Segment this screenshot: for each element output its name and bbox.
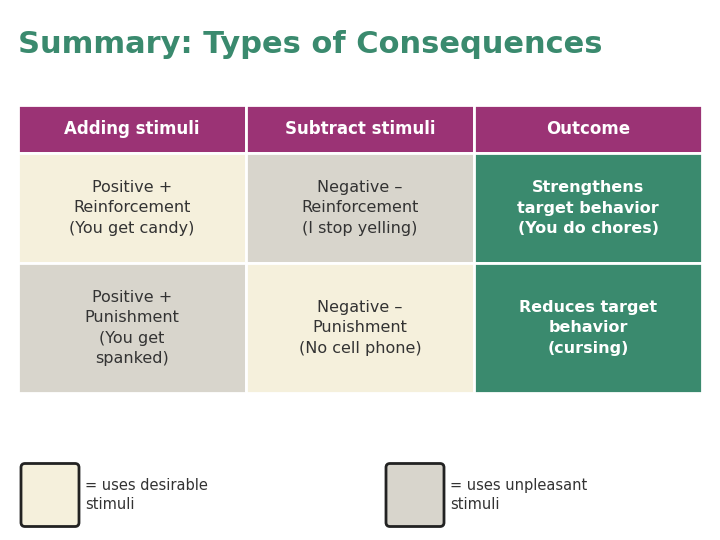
Text: = uses unpleasant
stimuli: = uses unpleasant stimuli (450, 477, 588, 512)
Text: Reduces target
behavior
(cursing): Reduces target behavior (cursing) (519, 300, 657, 356)
Bar (18, 153, 246, 263)
FancyBboxPatch shape (386, 463, 444, 526)
Text: Positive +
Punishment
(You get
spanked): Positive + Punishment (You get spanked) (84, 290, 179, 366)
Text: Negative –
Punishment
(No cell phone): Negative – Punishment (No cell phone) (299, 300, 421, 356)
Text: Outcome: Outcome (546, 120, 630, 138)
Text: Adding stimuli: Adding stimuli (64, 120, 199, 138)
Text: Subtract stimuli: Subtract stimuli (284, 120, 436, 138)
Bar (474, 153, 702, 263)
Text: Negative –
Reinforcement
(I stop yelling): Negative – Reinforcement (I stop yelling… (301, 180, 419, 236)
Bar (18, 105, 246, 153)
FancyBboxPatch shape (21, 463, 79, 526)
Text: Positive +
Reinforcement
(You get candy): Positive + Reinforcement (You get candy) (69, 180, 194, 236)
Text: = uses desirable
stimuli: = uses desirable stimuli (85, 477, 208, 512)
Bar (246, 105, 474, 153)
Text: Strengthens
target behavior
(You do chores): Strengthens target behavior (You do chor… (517, 180, 659, 236)
Bar (474, 263, 702, 393)
Bar (246, 153, 474, 263)
Bar (474, 105, 702, 153)
Bar (18, 263, 246, 393)
Bar (246, 263, 474, 393)
Text: Summary: Types of Consequences: Summary: Types of Consequences (18, 30, 603, 59)
